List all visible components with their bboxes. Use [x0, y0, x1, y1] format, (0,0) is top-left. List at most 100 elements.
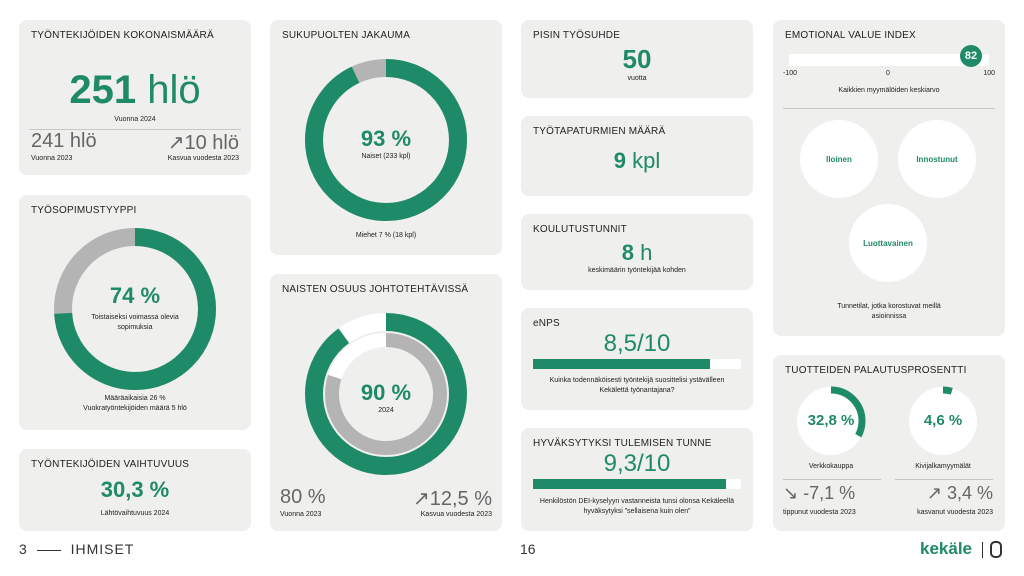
card-total-employees: Työntekijöiden kokonaismäärä 251 hlö Vuo… — [19, 20, 251, 175]
footer-page: 16 — [520, 541, 536, 557]
prev-caption: Vuonna 2023 — [31, 155, 73, 162]
card-acceptance: Hyväksytyksi tulemisen tunne 9,3/10 Henk… — [521, 428, 753, 531]
footer-separator — [982, 542, 983, 558]
card-contract-type: Työsopimustyyppi 74 % Toistaiseksi voima… — [19, 195, 251, 430]
store-label: Kivijalkamyymälät — [915, 463, 971, 470]
enps-caption: Kuinka todennäköisesti työntekijä suosit… — [549, 377, 725, 394]
store-change: ↗ 3,4 % — [926, 483, 993, 503]
divider — [783, 108, 995, 109]
acceptance-bar — [533, 479, 741, 489]
card-turnover: Työntekijöiden vaihtuvuus 30,3 % Lähtöva… — [19, 449, 251, 531]
total-caption: Vuonna 2024 — [114, 116, 156, 123]
card-title: Työntekijöiden vaihtuvuus — [31, 459, 190, 470]
training-value: 8 — [621, 240, 634, 265]
donut-online-bg — [797, 387, 865, 455]
training-caption: keskimäärin työntekijää kohden — [588, 267, 686, 274]
donut-store-arc — [908, 386, 978, 456]
evi-min: -100 — [783, 70, 798, 77]
enps-value: 8,5/10 — [603, 330, 671, 357]
card-women-management: Naisten osuus johtotehtävissä 90 % 2024 … — [270, 274, 502, 531]
store-value: 4,6 % — [923, 412, 963, 429]
footer-dash — [36, 549, 61, 551]
donut-value-arc — [54, 228, 216, 390]
card-longest-employment: Pisin työsuhde 50 vuotta — [521, 20, 753, 98]
women-value: 90 % — [360, 380, 412, 405]
card-title: eNPS — [533, 318, 560, 329]
gender-value: 93 % — [360, 126, 412, 151]
longest-value: 50 — [622, 44, 652, 74]
contract-note-1: Määräaikaisia 26 % — [104, 395, 166, 402]
footer-section-title: IHMISET — [70, 541, 135, 557]
enps-bar-fill — [533, 359, 710, 369]
acceptance-caption: Henkilöstön DEI-kyselyyn vastanneista tu… — [539, 498, 735, 515]
donut-online-arc — [796, 386, 866, 456]
total-unit: hlö — [147, 68, 201, 112]
divider — [895, 479, 993, 480]
online-change-caption: tippunut vuodesta 2023 — [783, 509, 856, 516]
card-title: Pisin työsuhde — [533, 30, 621, 41]
women-donut — [305, 313, 467, 475]
card-title: Naisten osuus johtotehtävissä — [282, 284, 469, 295]
card-title: Työsopimustyyppi — [31, 205, 137, 216]
brand-logo: kekäle — [920, 539, 972, 558]
card-enps: eNPS 8,5/10 Kuinka todennäköisesti työnt… — [521, 308, 753, 410]
card-title: Hyväksytyksi tulemisen tunne — [533, 438, 712, 449]
seal-icon — [990, 541, 1002, 558]
evi-mid: 0 — [886, 70, 890, 77]
evi-score-badge: 82 — [960, 45, 982, 67]
online-value: 32,8 % — [807, 412, 855, 429]
growth-caption: Kasvua vuodesta 2023 — [420, 511, 492, 518]
online-label: Verkkokauppa — [808, 463, 854, 470]
emotion-bubble-confident: Luottavainen — [849, 204, 927, 282]
card-title: Tuotteiden palautusprosentti — [785, 365, 967, 376]
contract-label: Toistaiseksi voimassa olevia sopimuksia — [91, 314, 179, 331]
evi-scale — [789, 54, 989, 66]
card-title: Työtapaturmien määrä — [533, 126, 666, 137]
card-accidents: Työtapaturmien määrä 9 kpl — [521, 116, 753, 196]
turnover-value: 30,3 % — [100, 477, 170, 502]
contract-value: 74 % — [109, 283, 161, 308]
donut-value-arc-2024 — [305, 313, 467, 475]
training-unit: h — [640, 240, 653, 265]
returns-donuts — [796, 386, 978, 456]
prev-value: 80 % — [280, 486, 326, 508]
store-change-caption: kasvanut vuodesta 2023 — [917, 509, 993, 516]
card-gender: Sukupuolten jakauma 93 % Naiset (233 kpl… — [270, 20, 502, 255]
emotion-bubble-happy: Iloinen — [800, 120, 878, 198]
gender-note: Miehet 7 % (18 kpl) — [355, 232, 417, 239]
card-title: Työntekijöiden kokonaismäärä — [31, 30, 214, 41]
divider — [29, 129, 241, 130]
contract-note-2: Vuokratyöntekijöiden määrä 5 hlö — [83, 405, 187, 412]
evi-max: 100 — [983, 70, 995, 77]
card-returns: Tuotteiden palautusprosentti 32,8 % 4,6 … — [773, 355, 1005, 531]
total-value: 251 — [69, 68, 137, 112]
card-title: Emotional Value Index — [785, 30, 916, 41]
growth-caption: Kasvua vuodesta 2023 — [167, 155, 239, 162]
donut-store-bg — [909, 387, 977, 455]
growth-value: ↗12,5 % — [412, 488, 492, 510]
enps-bar — [533, 359, 741, 369]
contract-donut — [54, 228, 216, 390]
longest-caption: vuotta — [627, 75, 647, 82]
acceptance-value: 9,3/10 — [603, 450, 671, 477]
donut-value-arc — [305, 59, 467, 221]
donut-value-arc-2023 — [325, 333, 447, 455]
prev-caption: Vuonna 2023 — [280, 511, 322, 518]
footer-page-number: 3 — [19, 541, 27, 557]
card-title: Koulutustunnit — [533, 224, 627, 235]
card-emotional-value-index: Emotional Value Index 82 -100 0 100 Kaik… — [773, 20, 1005, 336]
gender-donut — [305, 59, 467, 221]
evi-caption: Kaikkien myymälöiden keskiarvo — [838, 87, 940, 94]
evi-note: Tunnetilat, jotka korostuvat meillä asio… — [837, 303, 941, 320]
accidents-unit: kpl — [632, 148, 661, 173]
emotion-bubble-excited: Innostunut — [898, 120, 976, 198]
accidents-value: 9 — [613, 148, 626, 173]
card-title: Sukupuolten jakauma — [282, 30, 411, 41]
footer-section: 3 IHMISET — [19, 541, 134, 557]
card-training: Koulutustunnit 8 h keskimäärin työntekij… — [521, 214, 753, 290]
acceptance-bar-fill — [533, 479, 727, 489]
divider — [783, 479, 881, 480]
prev-value: 241 hlö — [31, 130, 97, 152]
gender-label: Naiset (233 kpl) — [361, 153, 411, 160]
growth-value: ↗10 hlö — [167, 132, 239, 154]
